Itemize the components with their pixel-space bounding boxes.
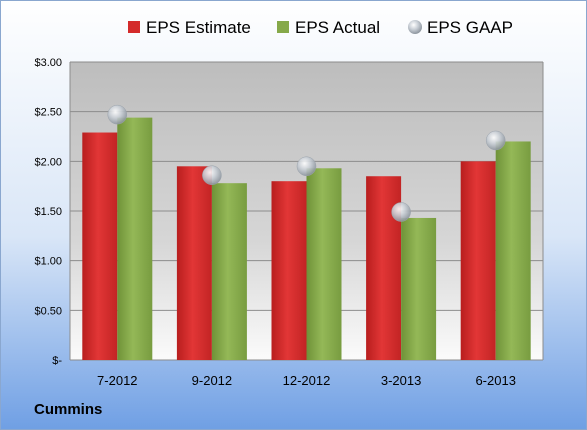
bar-eps-estimate [460,161,496,360]
y-tick-label: $- [52,355,62,367]
legend-item: EPS Estimate [128,18,251,37]
legend: EPS Estimate EPS Actual EPS GAAP [128,18,513,37]
bar-eps-actual [117,117,153,360]
bar-eps-actual [211,183,247,360]
x-tick-label: 7-2012 [97,373,137,388]
bar-eps-estimate [176,166,212,360]
bar-eps-estimate [82,132,118,360]
bar-eps-actual [495,141,531,360]
point-eps-gaap [202,165,222,185]
legend-swatch [277,21,289,33]
y-tick-label: $3.00 [34,57,62,69]
legend-swatch [408,20,422,34]
x-tick-label: 12-2012 [283,373,331,388]
company-label: Cummins [34,401,103,418]
y-tick-label: $1.00 [34,256,62,268]
x-axis-tick-labels: 7-2012 9-2012 12-2012 3-2013 6-2013 [97,373,516,388]
legend-item: EPS GAAP [408,18,513,37]
point-eps-gaap [485,130,506,151]
y-tick-label: $0.50 [34,305,62,317]
bar-eps-estimate [271,181,307,360]
point-eps-gaap [107,104,128,125]
x-tick-label: 6-2013 [475,373,515,388]
legend-label: EPS Actual [295,18,380,37]
legend-swatch [128,21,140,33]
legend-item: EPS Actual [277,18,380,37]
x-tick-label: 9-2012 [192,373,232,388]
y-tick-label: $1.50 [34,206,62,218]
y-axis-tick-labels: $- $0.50 $1.00 $1.50 $2.00 $2.50 $3.00 [34,57,62,367]
legend-label: EPS Estimate [146,18,251,37]
bar-eps-actual [306,168,342,360]
y-tick-label: $2.50 [34,107,62,119]
point-eps-gaap [296,156,317,177]
bar-eps-actual [401,217,437,360]
x-tick-label: 3-2013 [381,373,421,388]
legend-label: EPS GAAP [427,18,513,37]
gaap-points [107,104,506,222]
bars [82,117,531,360]
point-eps-gaap [391,202,411,222]
y-tick-label: $2.00 [34,156,62,168]
